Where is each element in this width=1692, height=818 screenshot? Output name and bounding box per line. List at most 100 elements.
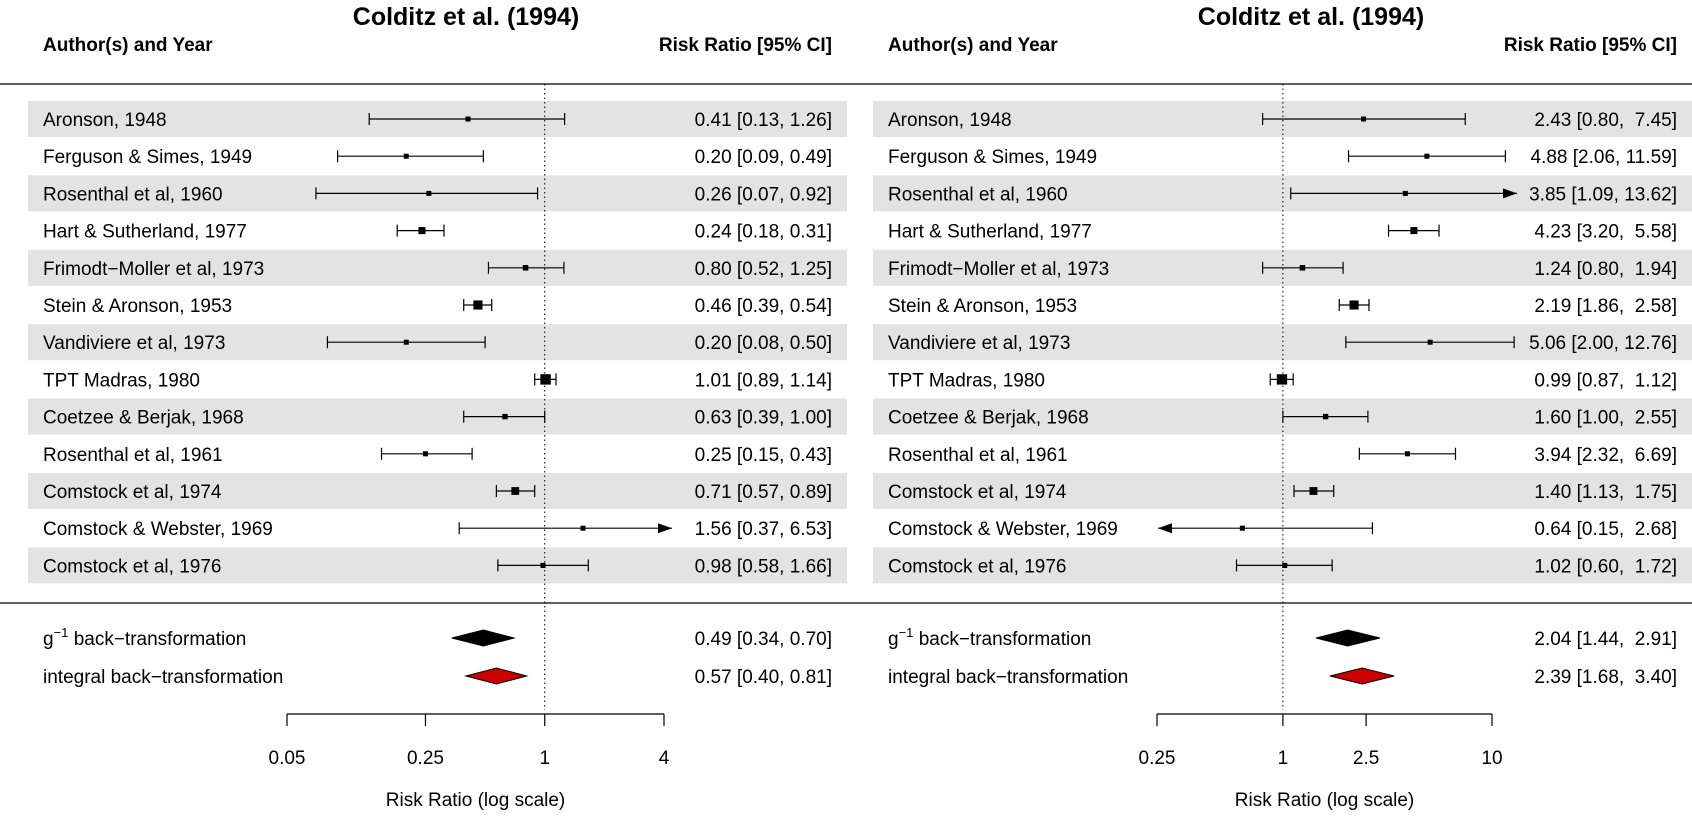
x-tick-label: 0.25	[1139, 748, 1176, 769]
study-estimate-text: 5.06 [2.00, 12.76]	[1529, 333, 1677, 354]
summary-label-main: integral back−transformation	[43, 667, 283, 688]
study-label: Coetzee & Berjak, 1968	[888, 408, 1089, 429]
study-estimate-text: 2.43 [0.80, 7.45]	[1534, 110, 1677, 131]
point-estimate	[418, 227, 426, 235]
x-tick-label: 1	[539, 748, 550, 769]
study-estimate-text: 0.63 [0.39, 1.00]	[695, 408, 832, 429]
study-estimate-text: 0.80 [0.52, 1.25]	[695, 259, 832, 280]
study-label: Stein & Aronson, 1953	[43, 296, 232, 317]
row-band	[28, 473, 847, 509]
study-label: Comstock & Webster, 1969	[43, 519, 273, 540]
point-estimate	[1361, 116, 1367, 122]
row-band	[28, 398, 847, 435]
study-estimate-text: 0.20 [0.08, 0.50]	[695, 333, 832, 354]
row-band	[28, 547, 847, 584]
summary-diamond	[451, 629, 517, 647]
ci-arrow-right	[658, 523, 672, 534]
study-estimate-text: 0.46 [0.39, 0.54]	[695, 296, 832, 317]
summary-label-superscript: −1	[54, 625, 69, 640]
point-estimate	[1349, 300, 1359, 310]
summary-label: integral back−transformation	[888, 667, 1128, 688]
study-estimate-text: 0.20 [0.09, 0.49]	[695, 147, 832, 168]
study-estimate-text: 0.26 [0.07, 0.92]	[695, 184, 832, 205]
study-label: Rosenthal et al, 1960	[888, 184, 1068, 205]
point-estimate	[403, 153, 409, 159]
study-estimate-text: 1.02 [0.60, 1.72]	[1534, 556, 1677, 577]
summary-diamond	[463, 667, 529, 685]
point-estimate	[1404, 451, 1410, 457]
point-estimate	[1309, 487, 1318, 495]
study-label: Frimodt−Moller et al, 1973	[43, 259, 264, 280]
point-estimate	[1427, 339, 1433, 345]
study-label: Comstock et al, 1974	[888, 482, 1067, 503]
study-label: Rosenthal et al, 1960	[43, 184, 223, 205]
header-risk-ratio: Risk Ratio [95% CI]	[1504, 35, 1677, 56]
point-estimate	[422, 451, 428, 457]
study-estimate-text: 0.99 [0.87, 1.12]	[1534, 370, 1677, 391]
study-estimate-text: 0.25 [0.15, 0.43]	[695, 445, 832, 466]
study-label: Rosenthal et al, 1961	[43, 445, 223, 466]
x-tick-label: 4	[659, 748, 670, 769]
point-estimate	[403, 339, 409, 345]
study-estimate-text: 4.88 [2.06, 11.59]	[1531, 147, 1678, 168]
summary-label-superscript: −1	[899, 625, 914, 640]
point-estimate	[426, 190, 432, 196]
x-tick-label: 0.25	[407, 748, 444, 769]
x-tick-label: 0.05	[269, 748, 306, 769]
summary-diamond	[1329, 667, 1395, 685]
point-estimate	[465, 116, 471, 122]
forest-panel-2: Colditz et al. (1994) Author(s) and Year R…	[873, 3, 1692, 811]
study-label: Coetzee & Berjak, 1968	[43, 408, 244, 429]
study-label: Comstock et al, 1976	[888, 556, 1066, 577]
point-estimate	[1402, 190, 1408, 196]
study-estimate-text: 0.71 [0.57, 0.89]	[695, 482, 832, 503]
point-estimate	[502, 413, 508, 420]
summary-label: g−1 back−transformation	[888, 625, 1091, 650]
study-label: Rosenthal et al, 1961	[888, 445, 1068, 466]
study-estimate-text: 2.19 [1.86, 2.58]	[1534, 296, 1677, 317]
point-estimate	[1276, 374, 1288, 385]
study-estimate-text: 1.40 [1.13, 1.75]	[1534, 482, 1677, 503]
point-estimate	[1322, 413, 1329, 420]
study-estimate-text: 0.24 [0.18, 0.31]	[695, 222, 832, 243]
summary-estimate-text: 0.57 [0.40, 0.81]	[695, 667, 832, 688]
header-author-year: Author(s) and Year	[43, 35, 213, 56]
x-tick-label: 2.5	[1353, 748, 1379, 769]
summary-label: g−1 back−transformation	[43, 625, 246, 650]
summary-label-main: back−transformation	[919, 629, 1092, 650]
summary-estimate-text: 0.49 [0.34, 0.70]	[695, 629, 832, 650]
point-estimate	[1282, 562, 1288, 568]
header-risk-ratio: Risk Ratio [95% CI]	[659, 35, 832, 56]
study-estimate-text: 0.64 [0.15, 2.68]	[1534, 519, 1677, 540]
study-label: Vandiviere et al, 1973	[888, 333, 1070, 354]
point-estimate	[540, 374, 551, 385]
point-estimate	[540, 562, 546, 568]
point-estimate	[580, 525, 586, 531]
study-label: Aronson, 1948	[43, 110, 167, 131]
summary-label-prefix: g	[43, 629, 54, 650]
study-label: Comstock & Webster, 1969	[888, 519, 1118, 540]
study-estimate-text: 1.01 [0.89, 1.14]	[695, 370, 832, 391]
study-label: TPT Madras, 1980	[43, 370, 200, 391]
x-axis: 0.25 1 2.5 10 Risk Ratio (log scale)	[1139, 713, 1503, 811]
summary-estimate-text: 2.39 [1.68, 3.40]	[1534, 667, 1677, 688]
study-estimate-text: 0.98 [0.58, 1.66]	[695, 556, 832, 577]
study-estimate-text: 1.24 [0.80, 1.94]	[1534, 259, 1677, 280]
forest-panel-1: Colditz et al. (1994) Author(s) and Year R…	[28, 3, 847, 811]
study-label: Ferguson & Simes, 1949	[888, 147, 1097, 168]
study-estimate-text: 3.94 [2.32, 6.69]	[1534, 445, 1677, 466]
study-estimate-text: 1.60 [1.00, 2.55]	[1534, 408, 1677, 429]
point-estimate	[1239, 525, 1245, 531]
x-tick-label: 1	[1278, 748, 1289, 769]
summary-estimate-text: 2.04 [1.44, 2.91]	[1534, 629, 1677, 650]
summary-label-main: back−transformation	[74, 629, 247, 650]
summary-label-main: integral back−transformation	[888, 667, 1128, 688]
summary-diamond	[1315, 629, 1381, 647]
study-label: Stein & Aronson, 1953	[888, 296, 1077, 317]
study-estimate-text: 4.23 [3.20, 5.58]	[1534, 222, 1677, 243]
x-axis-title: Risk Ratio (log scale)	[386, 790, 566, 811]
point-estimate	[1299, 265, 1306, 271]
study-label: Aronson, 1948	[888, 110, 1012, 131]
study-label: Comstock et al, 1976	[43, 556, 221, 577]
